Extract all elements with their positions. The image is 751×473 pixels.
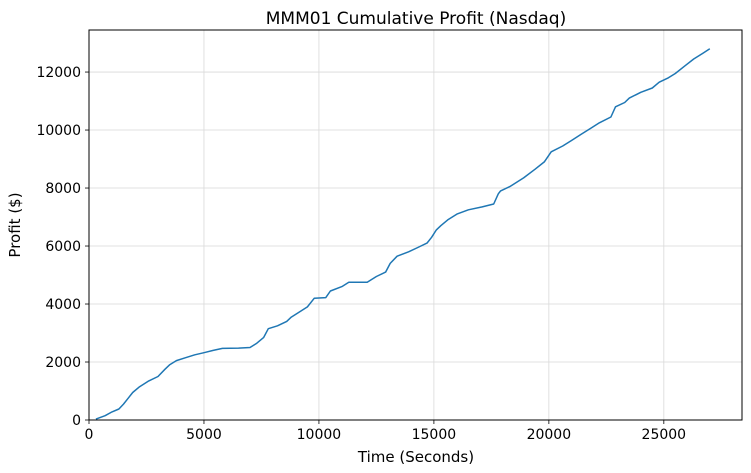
chart-title: MMM01 Cumulative Profit (Nasdaq) <box>266 9 566 29</box>
x-tick-label: 15000 <box>412 427 457 443</box>
grid-lines <box>88 30 742 421</box>
y-tick-label: 0 <box>72 413 81 429</box>
x-tick-label: 20000 <box>527 427 572 443</box>
series-line <box>95 48 711 420</box>
y-axis-ticks: 0 2000 4000 6000 8000 10000 12000 <box>36 65 89 429</box>
x-tick-label: 5000 <box>186 427 222 443</box>
x-axis-label: Time (Seconds) <box>357 448 474 466</box>
y-tick-label: 4000 <box>45 297 81 313</box>
x-tick-label: 10000 <box>297 427 342 443</box>
x-tick-label: 0 <box>85 427 94 443</box>
series-layer <box>95 48 711 420</box>
plot-frame <box>88 29 743 421</box>
y-tick-label: 12000 <box>36 65 81 81</box>
y-tick-label: 10000 <box>36 123 81 139</box>
x-tick-label: 25000 <box>642 427 687 443</box>
x-axis-ticks: 0 5000 10000 15000 20000 25000 <box>85 420 687 443</box>
y-tick-label: 6000 <box>45 239 81 255</box>
y-axis-label: Profit ($) <box>6 192 24 257</box>
y-tick-label: 2000 <box>45 355 81 371</box>
y-tick-label: 8000 <box>45 181 81 197</box>
